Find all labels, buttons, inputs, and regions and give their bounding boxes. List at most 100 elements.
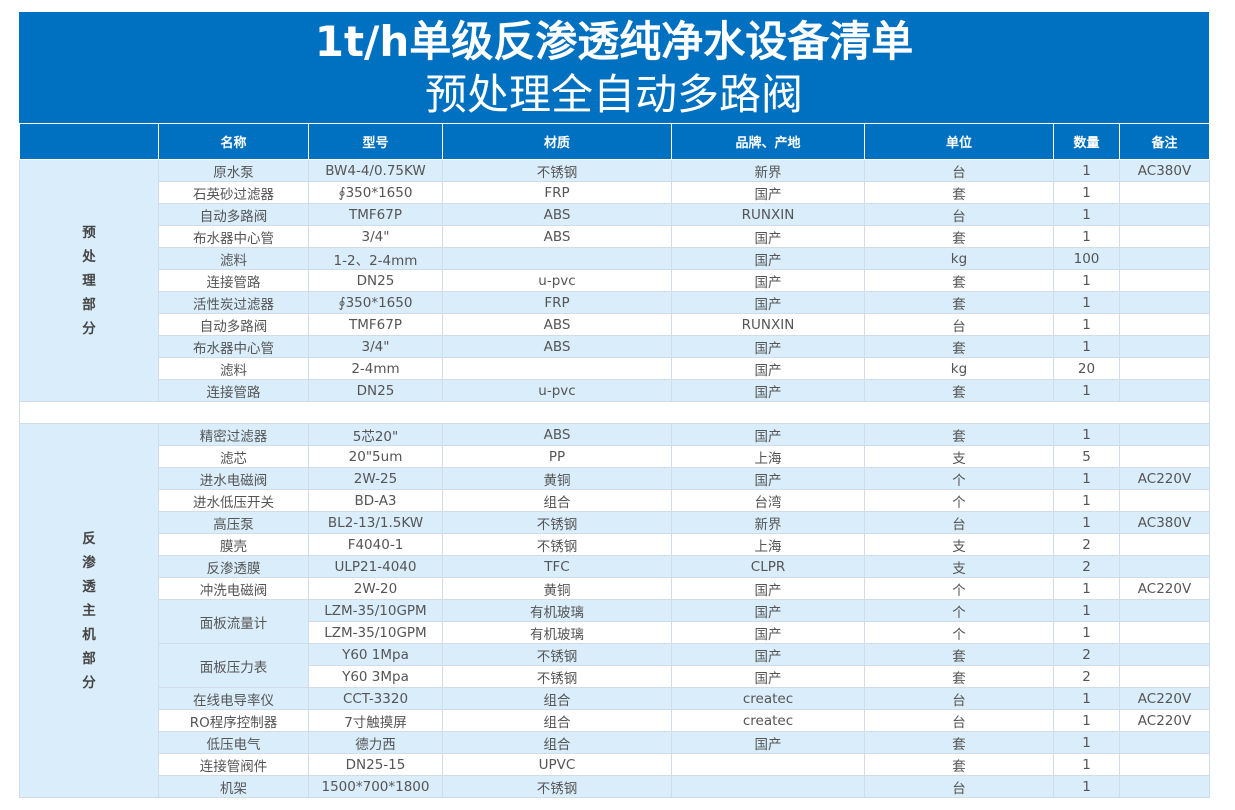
table-row: 滤芯 20"5um PP 上海支 5: [20, 445, 1210, 468]
table-row: 机架 1500*700*1800 不锈钢 台 1: [20, 775, 1210, 798]
cell-brand: 台湾: [671, 489, 865, 512]
cell-note: [1119, 335, 1210, 358]
cell-note: [1119, 291, 1210, 314]
cell-model: ∮350*1650: [308, 181, 443, 204]
cell-qty: 1: [1053, 621, 1120, 644]
cell-material: 黄铜: [442, 467, 672, 490]
cell-unit: 套: [864, 291, 1054, 314]
cell-unit: 套: [864, 753, 1054, 776]
table-row: 面板压力表 Y60 1Mpa 不锈钢 国产套 2: [20, 643, 1210, 688]
cell-model: 2W-20: [308, 577, 443, 600]
cell-material: 不锈钢: [442, 643, 672, 666]
document-title: 1t/h单级反渗透纯净水设备清单: [314, 17, 914, 66]
cell-model: 2-4mm: [308, 357, 443, 380]
cell-model: 德力西: [308, 731, 443, 754]
cell-material: FRP: [442, 181, 672, 204]
cell-brand: 新界: [671, 159, 865, 182]
cell-qty: 1: [1053, 181, 1120, 204]
cell-brand: 国产: [671, 731, 865, 754]
cell-qty: 2: [1053, 643, 1120, 666]
column-header: 名称: [158, 124, 309, 160]
cell-material: 黄铜: [442, 577, 672, 600]
cell-material: 不锈钢: [442, 775, 672, 798]
cell-material: 组合: [442, 709, 672, 732]
cell-note: [1119, 313, 1210, 336]
table-row: 滤料 1-2、2-4mm 国产 kg 100: [20, 247, 1210, 270]
cell-note: [1119, 555, 1210, 578]
table-row: 冲洗电磁阀 2W-20 黄铜 国产个 1 AC220V: [20, 577, 1210, 600]
cell-model: 5芯20": [308, 423, 443, 446]
cell-qty: 1: [1053, 489, 1120, 512]
cell-name: 滤芯: [158, 445, 309, 468]
cell-name: 冲洗电磁阀: [158, 577, 309, 600]
cell-model: DN25: [308, 269, 443, 292]
cell-brand: 国产: [671, 269, 865, 292]
cell-note: AC380V: [1119, 511, 1210, 534]
cell-model: TMF67P: [308, 313, 443, 336]
cell-note: [1119, 379, 1210, 402]
cell-qty: 1: [1053, 423, 1120, 446]
cell-qty: 2: [1053, 555, 1120, 578]
cell-brand: createc: [671, 687, 865, 710]
cell-qty: 1: [1053, 753, 1120, 776]
cell-material: [442, 357, 672, 380]
cell-model: BL2-13/1.5KW: [308, 511, 443, 534]
cell-name: 原水泵: [158, 159, 309, 182]
table-row: 活性炭过滤器 ∮350*1650 FRP 国产套 1: [20, 291, 1210, 314]
table-row: 滤料 2-4mm 国产 kg 20: [20, 357, 1210, 380]
table-row: 连接管阀件 DN25-15 UPVC 套 1: [20, 753, 1210, 776]
cell-brand: 国产: [671, 247, 865, 270]
cell-brand: 国产: [671, 423, 865, 446]
cell-model: Y60 1Mpa: [308, 643, 443, 666]
cell-material: UPVC: [442, 753, 672, 776]
cell-model: LZM-35/10GPM: [308, 621, 443, 644]
cell-brand: 国产: [671, 577, 865, 600]
cell-name: 自动多路阀: [158, 313, 309, 336]
cell-note: [1119, 203, 1210, 226]
cell-unit: 个: [864, 489, 1054, 512]
table-row: 石英砂过滤器 ∮350*1650 FRP 国产套 1: [20, 181, 1210, 204]
cell-unit: 套: [864, 665, 1054, 688]
cell-name: 面板流量计: [158, 599, 309, 644]
cell-brand: RUNXIN: [671, 203, 865, 226]
cell-brand: [671, 775, 865, 798]
column-header: 单位: [864, 124, 1054, 160]
cell-unit: kg: [864, 357, 1054, 380]
cell-qty: 1: [1053, 379, 1120, 402]
cell-qty: 1: [1053, 225, 1120, 248]
cell-brand: 国产: [671, 467, 865, 490]
cell-brand: 国产: [671, 643, 865, 666]
cell-name: 滤料: [158, 247, 309, 270]
cell-qty: 1: [1053, 203, 1120, 226]
cell-unit: 套: [864, 269, 1054, 292]
cell-note: [1119, 621, 1210, 644]
cell-name: RO程序控制器: [158, 709, 309, 732]
cell-material: PP: [442, 445, 672, 468]
cell-material: ABS: [442, 313, 672, 336]
cell-material: u-pvc: [442, 269, 672, 292]
cell-note: AC220V: [1119, 577, 1210, 600]
cell-brand: [671, 753, 865, 776]
cell-model: 1-2、2-4mm: [308, 247, 443, 270]
cell-material: 组合: [442, 489, 672, 512]
cell-note: AC220V: [1119, 467, 1210, 490]
cell-note: AC380V: [1119, 159, 1210, 182]
table-row: 膜壳 F4040-1 不锈钢 上海支 2: [20, 533, 1210, 556]
cell-brand: 国产: [671, 225, 865, 248]
cell-model: 3/4": [308, 225, 443, 248]
cell-model: BD-A3: [308, 489, 443, 512]
cell-unit: 台: [864, 775, 1054, 798]
cell-model: F4040-1: [308, 533, 443, 556]
cell-qty: 2: [1053, 533, 1120, 556]
cell-unit: 套: [864, 181, 1054, 204]
cell-name: 石英砂过滤器: [158, 181, 309, 204]
cell-name: 精密过滤器: [158, 423, 309, 446]
cell-material: TFC: [442, 555, 672, 578]
column-header: 备注: [1119, 124, 1210, 160]
cell-model: 3/4": [308, 335, 443, 358]
cell-material: 有机玻璃: [442, 599, 672, 622]
cell-note: [1119, 731, 1210, 754]
cell-unit: 台: [864, 709, 1054, 732]
cell-note: [1119, 181, 1210, 204]
cell-material: 组合: [442, 687, 672, 710]
